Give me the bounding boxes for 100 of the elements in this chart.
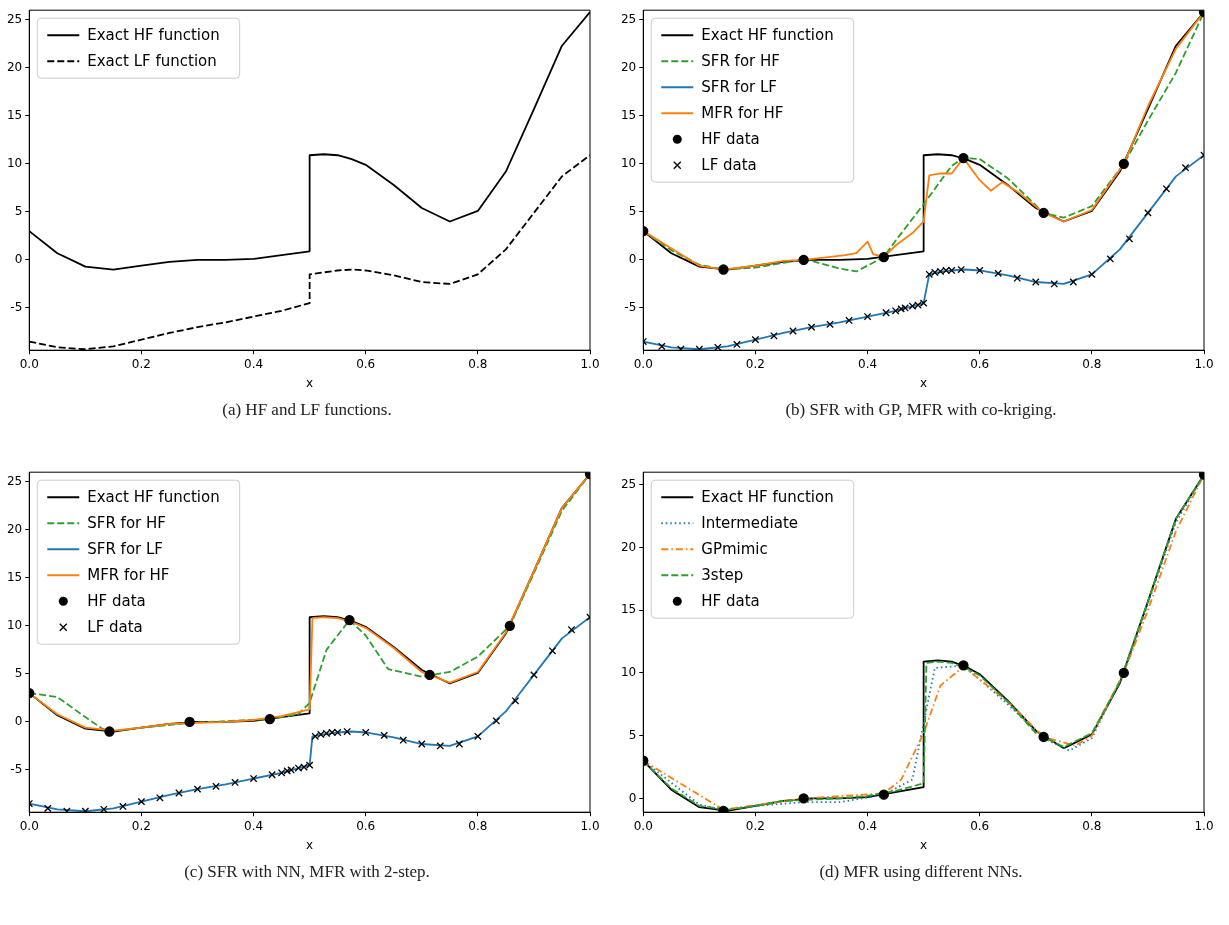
point: [156, 793, 164, 802]
legend-label: HF data: [87, 592, 146, 611]
point: [947, 266, 956, 275]
point: [305, 761, 314, 769]
y-tick-label: 0: [628, 790, 637, 805]
point: [931, 268, 939, 277]
y-tick-label: 25: [6, 473, 23, 488]
legend-label: SFR for LF: [87, 540, 163, 559]
point: [1069, 278, 1078, 286]
y-tick-label: 25: [620, 11, 637, 26]
x-tick-label: 0.4: [244, 356, 264, 371]
point: [175, 789, 183, 797]
y-tick-label: 20: [6, 59, 23, 74]
point: [1118, 158, 1129, 170]
point: [936, 267, 945, 276]
x-tick-label: 1.0: [1194, 818, 1214, 833]
point: [958, 660, 969, 671]
x-tick-label: 0.2: [745, 356, 765, 371]
point: [994, 269, 1003, 278]
point: [878, 251, 889, 263]
point: [1125, 234, 1134, 243]
y-tick-label: 0: [14, 252, 23, 267]
x-axis-title: x: [306, 375, 314, 390]
x-tick-label: 0.4: [244, 818, 264, 833]
y-tick-label: 25: [620, 476, 637, 491]
point: [718, 264, 729, 275]
y-tick-label: 10: [620, 156, 637, 170]
x-tick-label: 0.2: [745, 818, 765, 833]
point: [380, 731, 389, 740]
point: [1031, 278, 1040, 286]
legend-label: MFR for HF: [701, 104, 784, 123]
legend-label: LF data: [87, 618, 143, 637]
y-tick-label: -5: [10, 762, 23, 777]
point: [268, 770, 276, 779]
point: [657, 342, 666, 351]
y-tick-label: 20: [620, 59, 637, 74]
point: [901, 304, 909, 312]
x-tick-label: 0.6: [970, 818, 990, 833]
point: [474, 732, 482, 741]
point: [1181, 163, 1190, 172]
point: [908, 302, 917, 310]
point: [504, 620, 515, 632]
point: [798, 254, 809, 266]
x-tick-label: 0.8: [468, 818, 488, 833]
y-tick-label: 25: [6, 11, 23, 26]
point: [789, 327, 797, 335]
point: [294, 764, 303, 772]
point: [311, 732, 320, 741]
point: [104, 726, 115, 737]
text: (b) SFR with GP, MFR with co-kriging.: [784, 400, 1058, 420]
point: [1038, 731, 1049, 743]
point: [1013, 274, 1022, 282]
point: [1162, 185, 1171, 193]
x-tick-label: 0.8: [468, 356, 488, 371]
point: [492, 717, 501, 725]
y-tick-label: -5: [10, 300, 23, 315]
point: [137, 797, 146, 806]
point: [718, 805, 729, 813]
point: [361, 728, 370, 737]
point: [249, 774, 258, 783]
point: [193, 785, 202, 793]
point: [455, 740, 464, 748]
point: [958, 152, 969, 164]
text: (c) SFR with NN, MFR with 2-step.: [183, 862, 431, 882]
point: [333, 728, 342, 737]
point: [317, 730, 325, 739]
legend-label: SFR for HF: [701, 52, 780, 71]
text: (a) HF and LF functions.: [221, 400, 393, 420]
point: [845, 316, 853, 325]
y-tick-label: 10: [6, 618, 23, 632]
point: [897, 305, 906, 313]
point: [567, 625, 576, 634]
point: [184, 716, 195, 728]
legend-label: SFR for LF: [701, 78, 777, 97]
legend-label: 3step: [701, 566, 744, 585]
legend-label: Intermediate: [701, 514, 799, 533]
x-tick-label: 0.4: [858, 818, 878, 833]
x-tick-label: 0.2: [131, 356, 151, 371]
x-tick-label: 0.0: [633, 356, 653, 371]
legend-label: Exact LF function: [87, 52, 217, 71]
y-tick-label: -5: [624, 300, 637, 315]
x-axis-title: x: [920, 375, 928, 390]
point: [511, 696, 520, 705]
point: [733, 340, 741, 349]
point: [714, 343, 722, 351]
point: [417, 740, 426, 748]
point: [770, 331, 778, 340]
point: [43, 804, 52, 813]
point: [826, 320, 834, 329]
point: [914, 301, 922, 309]
point: [530, 671, 538, 679]
point: [436, 742, 445, 750]
y-tick-label: 5: [628, 204, 637, 219]
legend-label: SFR for HF: [87, 514, 166, 533]
point: [1144, 209, 1152, 217]
x-tick-label: 0.0: [633, 818, 653, 833]
point: [878, 789, 889, 800]
point: [882, 308, 890, 317]
y-tick-label: 10: [6, 156, 23, 170]
legend-label: Exact HF function: [701, 488, 834, 507]
